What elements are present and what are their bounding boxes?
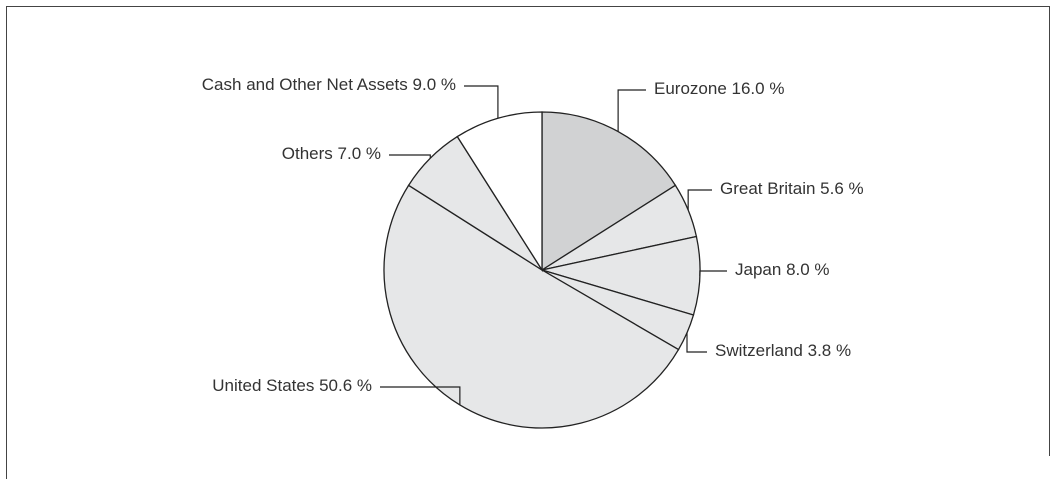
category-name: United States [212,376,314,395]
category-name: Eurozone [654,79,727,98]
leader-line [687,189,712,210]
category-name: Great Britain [720,179,815,198]
slice-label: Cash and Other Net Assets 9.0 % [202,75,456,94]
slice [456,111,543,273]
category-name: Others [282,144,333,163]
category-name: Cash and Other Net Assets [202,75,408,94]
value-label: 16.0 % [732,79,785,98]
slice-label: Others 7.0 % [282,144,381,163]
slice-label: Japan 8.0 % [735,260,830,279]
slice-label: Great Britain 5.6 % [720,179,864,198]
value-label: 3.8 % [808,341,851,360]
leader-line [389,154,431,159]
leader-line [617,89,646,132]
slice-label: Eurozone 16.0 % [654,79,784,98]
leader-line [699,270,727,276]
frame [6,6,1050,479]
value-label: 9.0 % [413,75,456,94]
category-name: Switzerland [715,341,803,360]
leader-line [686,332,707,353]
value-label: 8.0 % [786,260,829,279]
leader-line [380,386,461,405]
leader-line [464,85,499,119]
value-label: 50.6 % [319,376,372,395]
value-label: 5.6 % [820,179,863,198]
value-label: 7.0 % [338,144,381,163]
slice-label: Switzerland 3.8 % [715,341,851,360]
slice-label: United States 50.6 % [212,376,372,395]
category-name: Japan [735,260,781,279]
